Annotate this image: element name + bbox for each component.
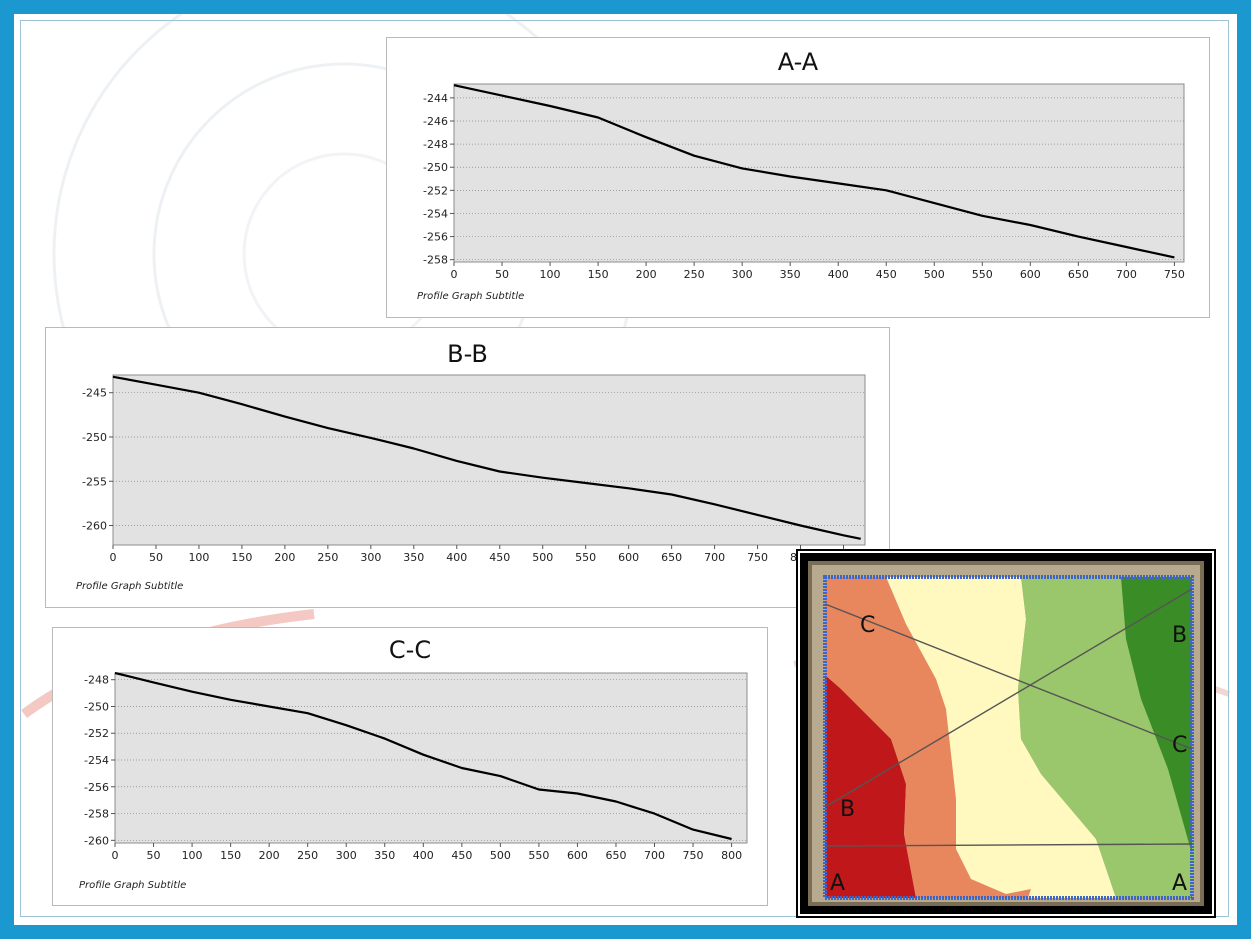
- map-label-a-start: A: [830, 871, 846, 896]
- graph-subtitle: Profile Graph Subtitle: [76, 581, 184, 592]
- zone-red: [825, 675, 916, 898]
- y-tick-label: -256: [423, 231, 448, 244]
- y-tick-label: -256: [84, 781, 109, 794]
- x-tick-label: 450: [876, 268, 897, 281]
- x-tick-label: 350: [403, 551, 424, 564]
- x-tick-label: 750: [1164, 268, 1185, 281]
- x-tick-label: 0: [451, 268, 458, 281]
- x-tick-label: 50: [149, 551, 163, 564]
- x-tick-label: 300: [732, 268, 753, 281]
- map-label-b-end: B: [1172, 623, 1188, 648]
- y-tick-label: -254: [423, 207, 448, 220]
- x-tick-label: 100: [182, 849, 203, 862]
- graph-title: A-A: [777, 48, 819, 76]
- x-tick-label: 150: [231, 551, 252, 564]
- x-tick-label: 750: [747, 551, 768, 564]
- x-tick-label: 700: [644, 849, 665, 862]
- y-tick-label: -260: [82, 520, 107, 533]
- profile-line: [112, 375, 861, 540]
- profile-graph-b-b: B-B -245 -250 -255 -260 0 50 100 150 200 250 300 35…: [45, 327, 890, 608]
- profile-graph-a-a: A-A -244 -246 -248 -250 -252 -254 -256 -258 0 50 1…: [386, 37, 1210, 318]
- map-label-c-start: C: [860, 613, 876, 638]
- x-tick-label: 400: [413, 849, 434, 862]
- profile-line: [453, 84, 1175, 259]
- map-label-c-end: C: [1172, 733, 1188, 758]
- x-tick-label: 600: [567, 849, 588, 862]
- x-tick-label: 650: [1068, 268, 1089, 281]
- profile-line: [114, 671, 732, 841]
- x-tick-label: 700: [1116, 268, 1137, 281]
- y-tick-label: -260: [84, 834, 109, 847]
- graph-subtitle: Profile Graph Subtitle: [79, 880, 187, 891]
- x-tick-label: 450: [451, 849, 472, 862]
- x-tick-label: 200: [274, 551, 295, 564]
- x-tick-label: 600: [618, 551, 639, 564]
- graph-subtitle: Profile Graph Subtitle: [417, 291, 525, 302]
- y-tick-label: -244: [423, 92, 448, 105]
- x-tick-label: 100: [540, 268, 561, 281]
- x-tick-label: 550: [972, 268, 993, 281]
- map-drawing: [798, 551, 1214, 916]
- section-map: C B C B A A: [796, 549, 1216, 918]
- x-tick-label: 500: [924, 268, 945, 281]
- x-tick-label: 250: [297, 849, 318, 862]
- x-tick-label: 300: [360, 551, 381, 564]
- x-tick-label: 500: [532, 551, 553, 564]
- x-tick-label: 0: [112, 849, 119, 862]
- x-tick-label: 200: [636, 268, 657, 281]
- graph-title: B-B: [447, 340, 488, 368]
- zone-light-green: [1018, 577, 1196, 898]
- x-tick-label: 50: [495, 268, 509, 281]
- x-tick-label: 400: [446, 551, 467, 564]
- map-label-b-start: B: [840, 797, 856, 822]
- y-tick-label: -245: [82, 387, 107, 400]
- graph-plot: -245 -250 -255 -260 0 50 100 150 200 250 300 350 400…: [82, 374, 866, 564]
- y-tick-label: -258: [423, 254, 448, 267]
- y-tick-label: -248: [84, 674, 109, 687]
- x-tick-label: 300: [336, 849, 357, 862]
- x-tick-label: 550: [528, 849, 549, 862]
- x-tick-label: 800: [721, 849, 742, 862]
- y-tick-label: -250: [84, 700, 109, 713]
- x-tick-label: 50: [147, 849, 161, 862]
- x-tick-label: 100: [188, 551, 209, 564]
- zone-orange: [825, 577, 1031, 898]
- x-tick-label: 250: [317, 551, 338, 564]
- x-tick-label: 650: [661, 551, 682, 564]
- x-tick-label: 150: [588, 268, 609, 281]
- y-tick-label: -250: [423, 161, 448, 174]
- y-tick-label: -252: [423, 184, 448, 197]
- x-tick-label: 750: [683, 849, 704, 862]
- x-tick-label: 650: [605, 849, 626, 862]
- x-tick-label: 150: [220, 849, 241, 862]
- x-tick-label: 500: [490, 849, 511, 862]
- x-tick-label: 450: [489, 551, 510, 564]
- y-tick-label: -258: [84, 808, 109, 821]
- x-tick-label: 350: [780, 268, 801, 281]
- x-tick-label: 200: [259, 849, 280, 862]
- y-tick-label: -248: [423, 138, 448, 151]
- y-tick-label: -255: [82, 475, 107, 488]
- x-tick-label: 350: [374, 849, 395, 862]
- profile-graph-c-c: C-C -248 -250 -252 -254 -256 -258 -260 0 50 100 15…: [52, 627, 768, 906]
- x-tick-label: 600: [1020, 268, 1041, 281]
- zone-yellow: [886, 577, 1116, 898]
- x-tick-label: 550: [575, 551, 596, 564]
- y-tick-label: -246: [423, 115, 448, 128]
- graph-title: C-C: [388, 636, 432, 664]
- x-tick-label: 0: [110, 551, 117, 564]
- y-tick-label: -250: [82, 431, 107, 444]
- map-label-a-end: A: [1172, 871, 1188, 896]
- x-tick-label: 700: [704, 551, 725, 564]
- y-tick-label: -254: [84, 754, 109, 767]
- y-tick-label: -252: [84, 727, 109, 740]
- x-tick-label: 250: [684, 268, 705, 281]
- x-tick-label: 400: [828, 268, 849, 281]
- zone-dark-green: [1121, 577, 1192, 854]
